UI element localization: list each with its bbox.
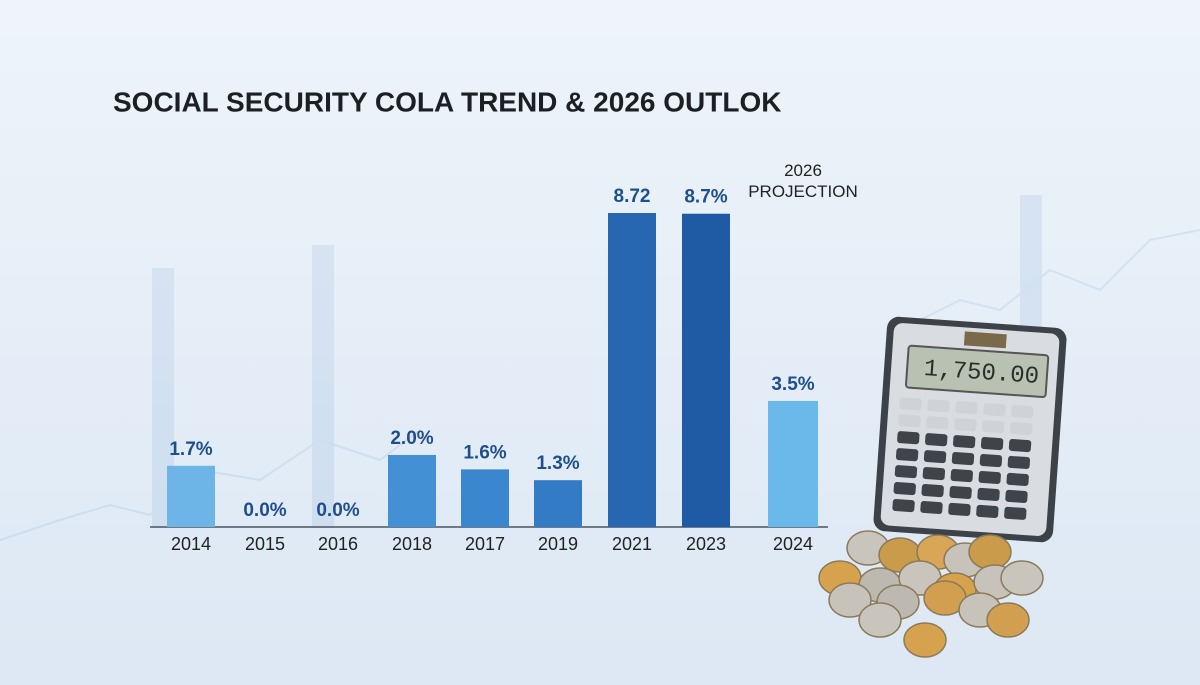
bar <box>167 465 215 527</box>
x-tick-label: 2014 <box>171 534 211 554</box>
value-label: 2.0% <box>390 428 433 449</box>
bar <box>608 213 656 527</box>
value-label: 8.7% <box>684 187 727 208</box>
x-tick-label: 2021 <box>612 534 652 554</box>
bar <box>682 213 730 527</box>
x-tick-label: 2017 <box>465 534 505 554</box>
x-tick-label: 2018 <box>392 534 432 554</box>
x-tick-label: 2024 <box>773 534 813 554</box>
value-label: 0.0% <box>316 500 359 521</box>
x-tick-label: 2019 <box>538 534 578 554</box>
chart-title: SOCIAL SECURITY COLA TREND & 2026 OUTLOK <box>113 86 781 117</box>
x-tick-label: 2015 <box>245 534 285 554</box>
bar <box>461 469 509 527</box>
bar <box>768 400 818 527</box>
coins <box>818 530 1044 658</box>
x-tick-label: 2016 <box>318 534 358 554</box>
bar <box>388 454 436 527</box>
calculator: 1,750.00 <box>873 316 1067 543</box>
value-label: 1.6% <box>463 442 506 463</box>
bars: 1.7% 2014 0.0% 2015 0.0% 2016 2.0% 2018 1.6% 2017… <box>167 186 818 554</box>
value-label: 1.7% <box>169 439 212 460</box>
value-label: 1.3% <box>536 453 579 474</box>
projection-note: 2026 PROJECTION <box>748 161 858 201</box>
value-label: 8.72 <box>614 186 651 207</box>
value-label: 0.0% <box>243 500 286 521</box>
x-tick-label: 2023 <box>686 534 726 554</box>
value-label: 3.5% <box>771 374 814 395</box>
bar <box>534 480 582 527</box>
